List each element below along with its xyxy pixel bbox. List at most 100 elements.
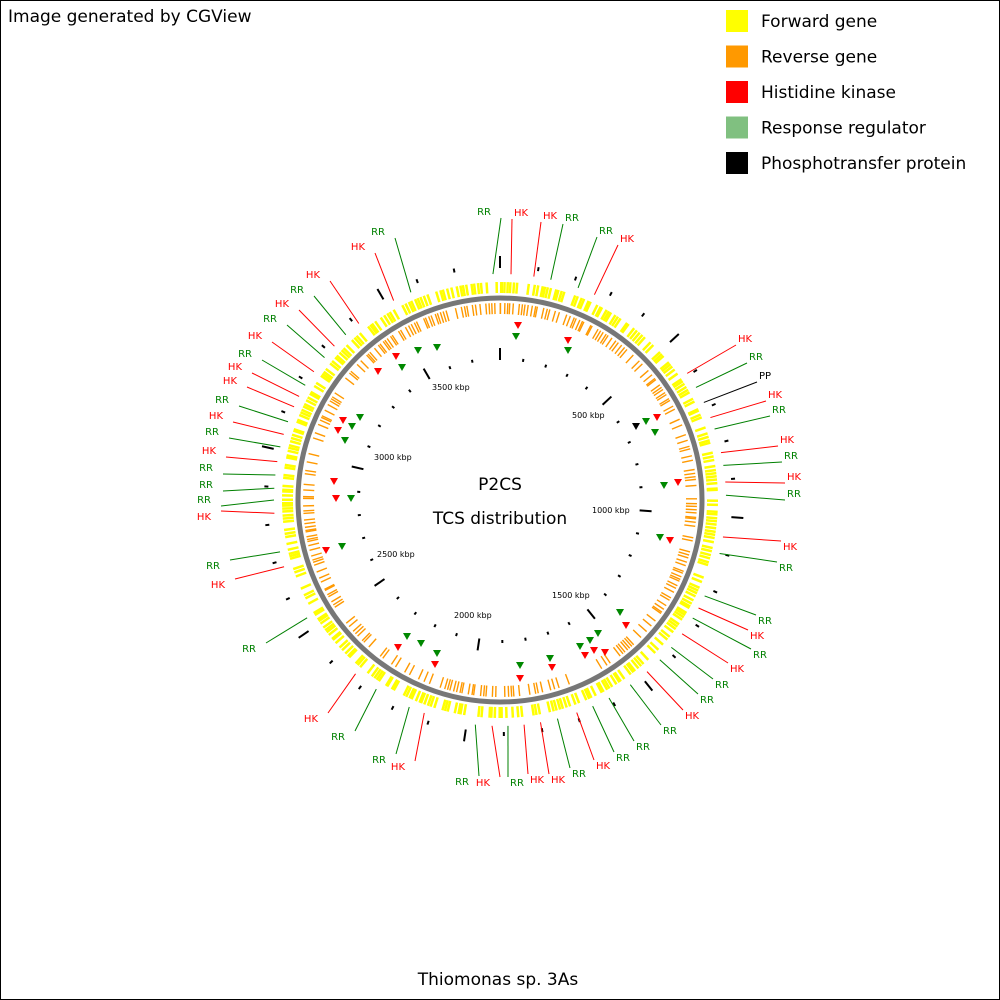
forward-gene [314,608,325,617]
reverse-gene [520,304,524,316]
outer-tick [641,312,646,318]
forward-gene [318,613,329,623]
forward-gene [595,306,604,318]
forward-gene [383,314,392,326]
reverse-gene [605,337,613,348]
reverse-gene [555,311,561,323]
forward-gene [691,576,703,584]
forward-gene [634,334,644,345]
feature-label: RR [263,314,277,325]
forward-gene [288,443,300,450]
reverse-gene [664,408,676,415]
reverse-gene [601,334,609,345]
forward-gene [699,554,711,560]
outer-tick [298,375,303,380]
feature-leader [593,244,619,295]
reverse-gene [422,318,429,329]
reverse-gene [685,515,697,519]
forward-gene [682,397,694,405]
legend-label: Reverse gene [761,48,877,68]
reverse-gene [373,347,383,358]
forward-gene [341,641,351,652]
reverse-gene [511,303,515,315]
forward-gene [386,676,394,688]
reverse-gene [585,324,592,336]
forward-gene [441,289,447,301]
forward-gene [512,282,516,294]
feature-label: PP [759,371,771,382]
reverse-gene [684,472,696,476]
feature-leader [692,617,752,650]
reverse-gene [608,340,617,351]
inner-tick [586,608,596,620]
feature-leader [271,341,315,373]
legend-label: Forward gene [761,12,877,32]
inner-tick [361,536,366,540]
forward-gene [419,296,426,308]
legend-swatch [726,45,748,68]
feature-label: HK [738,334,753,345]
forward-gene [359,657,369,669]
reverse-gene [665,582,677,590]
forward-gene [698,439,711,445]
forward-gene [511,706,515,718]
forward-gene [696,432,708,438]
forward-gene [612,672,621,683]
forward-gene [676,606,688,614]
forward-gene [675,608,686,617]
feature-marker [516,662,524,669]
reverse-gene [417,669,424,680]
forward-gene [289,439,302,446]
reverse-gene [434,313,440,325]
forward-gene [402,685,410,697]
forward-gene [472,283,477,295]
forward-gene [370,322,380,334]
feature-label: RR [599,226,613,237]
feature-label: HK [223,376,238,387]
forward-gene [541,286,547,298]
reverse-gene [455,681,460,693]
reverse-gene [445,310,450,322]
feature-label: RR [215,395,229,406]
reverse-gene [413,322,420,333]
reverse-gene [679,548,691,553]
forward-gene [539,286,545,298]
reverse-gene [459,681,463,694]
feature-leader [722,536,782,542]
outer-tick [695,623,700,628]
feature-marker [666,537,674,544]
forward-gene [705,478,718,482]
scale-label: 1500 kbp [552,591,590,600]
reverse-gene [312,556,324,561]
forward-gene [413,298,421,310]
forward-gene [701,451,714,457]
forward-gene [375,669,384,681]
feature-label: RR [206,561,220,572]
forward-gene [681,597,693,605]
reverse-gene [623,637,633,647]
forward-gene [335,354,346,364]
forward-gene [404,303,412,315]
inner-tick [433,623,437,628]
inner-tick [391,405,395,409]
forward-gene [401,304,409,316]
forward-gene [654,354,665,365]
forward-gene [639,650,650,661]
forward-gene [457,702,462,715]
feature-label: RR [331,732,345,743]
forward-gene [282,488,294,492]
forward-gene [283,476,295,481]
reverse-gene [527,683,531,695]
forward-gene [303,589,315,597]
feature-marker [356,414,364,421]
reverse-gene [685,484,697,487]
inner-tick [396,596,400,600]
forward-gene [526,283,531,295]
inner-tick [603,592,608,597]
feature-leader [395,706,410,755]
reverse-gene [684,478,696,482]
reverse-gene [670,571,682,578]
reverse-gene [534,306,539,318]
forward-gene [287,449,299,455]
reverse-gene [678,445,690,450]
